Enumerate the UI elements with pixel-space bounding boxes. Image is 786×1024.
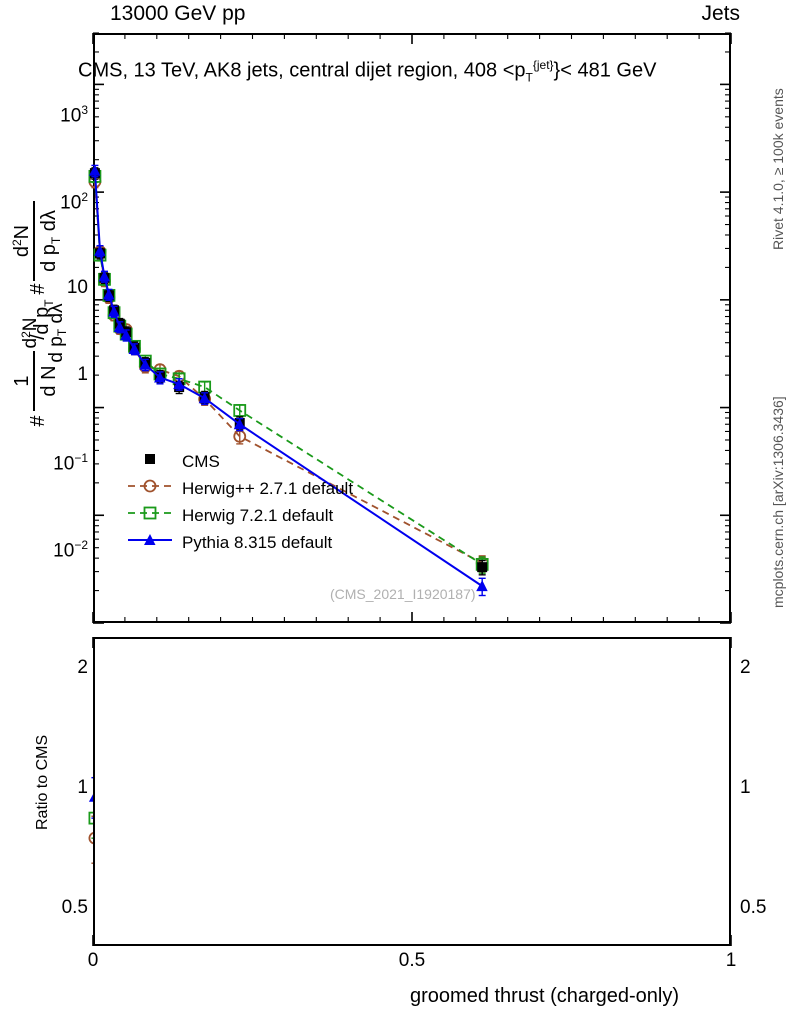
legend-label-pythia: Pythia 8.315 default <box>182 533 333 552</box>
ytick-label-1e-2: 10−2 <box>53 538 88 562</box>
ratio-ytick-label-2-left: 2 <box>77 657 88 678</box>
ratio-ytick-label-1-left: 1 <box>77 777 88 798</box>
plot-title: CMS, 13 TeV, AK8 jets, central dijet reg… <box>78 58 656 85</box>
svg-text:d pT dλ: d pT dλ <box>46 303 69 363</box>
ytick-label-1e-1: 10−1 <box>53 451 88 475</box>
svg-text:d N: d N <box>38 365 60 396</box>
analysis-id-watermark: (CMS_2021_I1920187) <box>330 586 476 602</box>
ytick-label-1e3: 103 <box>60 103 88 127</box>
legend-marker-pythia <box>128 534 172 545</box>
svg-text:#: # <box>27 283 49 295</box>
ratio-ytick-label-2-right: 2 <box>740 657 751 678</box>
main-ylabel-group: d2N d pT dλ <box>19 303 69 363</box>
svg-text:#: # <box>27 415 49 427</box>
main-plot-panel <box>93 33 731 623</box>
plot-title-post: }< 481 GeV <box>553 59 657 82</box>
legend-marker-herwig <box>128 506 172 520</box>
header-category-label: Jets <box>701 2 740 25</box>
svg-text:d2N: d2N <box>10 225 33 257</box>
main-series-pythia <box>88 164 488 597</box>
ytick-label-10: 10 <box>66 277 88 298</box>
svg-text:1: 1 <box>11 375 33 386</box>
ytick-label-1: 1 <box>77 364 88 385</box>
ratio-ytick-label-05-right: 0.5 <box>740 897 767 918</box>
legend-label-herwigpp: Herwig++ 2.7.1 default <box>182 479 354 498</box>
xtick-label-0: 0 <box>87 950 99 971</box>
main-ylabel-formula: d2N d pT dλ 1 d N # / d pT # <box>10 201 63 427</box>
svg-text:d pT: d pT <box>31 299 56 335</box>
mcplots-citation-note: mcplots.cern.ch [arXiv:1306.3436] <box>770 396 786 608</box>
legend-label-cms: CMS <box>182 452 220 471</box>
xtick-label-1: 1 <box>725 950 737 971</box>
svg-text:/: / <box>27 334 49 340</box>
legend-marker-herwig <box>128 479 172 493</box>
ratio-ytick-label-1-right: 1 <box>740 777 751 798</box>
ratio-ytick-label-05-left: 0.5 <box>61 897 88 918</box>
ratio-plot-panel <box>93 637 731 946</box>
svg-text:d2N: d2N <box>19 318 41 349</box>
xtick-label-05: 0.5 <box>398 950 426 971</box>
plot-title-sub: T <box>525 70 533 85</box>
header-beam-label: 13000 GeV pp <box>110 2 246 25</box>
rivet-version-note: Rivet 4.1.0, ≥ 100k events <box>770 88 786 250</box>
ytick-label-1e2: 102 <box>60 190 88 214</box>
plot-title-pre: CMS, 13 TeV, AK8 jets, central dijet reg… <box>78 59 526 82</box>
legend-label-herwig7: Herwig 7.2.1 default <box>182 506 334 525</box>
xaxis-label: groomed thrust (charged-only) <box>410 985 680 1007</box>
legend-marker-cms <box>145 454 155 464</box>
plot-title-sup: {jet} <box>532 58 554 72</box>
